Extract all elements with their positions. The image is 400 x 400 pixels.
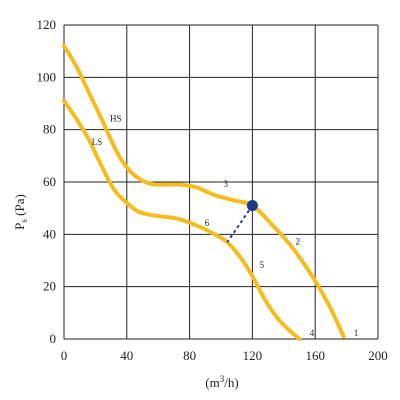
- x-tick-label: 0: [61, 348, 68, 363]
- y-tick-label: 20: [43, 279, 56, 294]
- curve-label-6: 6: [205, 218, 210, 228]
- curve-ls: [62, 98, 302, 341]
- curve-label-3: 3: [223, 179, 228, 189]
- y-axis-label-unit: (Pa): [12, 194, 27, 219]
- y-tick-label: 60: [43, 174, 56, 189]
- x-tick-label: 200: [368, 348, 388, 363]
- curve-label-hs: HS: [110, 113, 122, 123]
- operating-point: [246, 200, 258, 212]
- y-tick-label: 40: [43, 226, 56, 241]
- grid: [63, 24, 379, 340]
- x-axis-label-sup: 3: [220, 374, 225, 384]
- y-tick-label: 100: [37, 69, 57, 84]
- x-tick-label: 120: [243, 348, 263, 363]
- y-axis-label-main: P: [12, 223, 27, 230]
- y-tick-label: 0: [50, 331, 57, 346]
- y-axis-label: Ps (Pa): [12, 194, 29, 230]
- curve-label-ls: LS: [92, 137, 103, 147]
- x-axis-label-suffix: /h): [224, 375, 238, 390]
- series-layer: [62, 43, 346, 341]
- y-tick-label: 80: [43, 122, 56, 137]
- x-axis-label-prefix: (m: [205, 375, 219, 390]
- x-axis-label: (m3/h): [205, 374, 238, 390]
- x-tick-label: 40: [120, 348, 133, 363]
- dashed-connector: [226, 204, 254, 243]
- x-tick-label: 80: [183, 348, 196, 363]
- curve-label-layer: HS LS 3 6 2 5 4 1: [92, 113, 359, 338]
- x-tick-label: 160: [305, 348, 325, 363]
- tick-layer: 0 40 80 120 160 200 0 20 40 60 80 100 120: [37, 17, 388, 363]
- curve-label-5: 5: [260, 260, 265, 270]
- curve-label-4: 4: [310, 328, 315, 338]
- y-tick-label: 120: [37, 17, 57, 32]
- y-axis-label-sub: s: [19, 219, 29, 223]
- curve-label-2: 2: [296, 236, 301, 246]
- curve-label-1: 1: [354, 328, 359, 338]
- curve-hs: [62, 43, 346, 339]
